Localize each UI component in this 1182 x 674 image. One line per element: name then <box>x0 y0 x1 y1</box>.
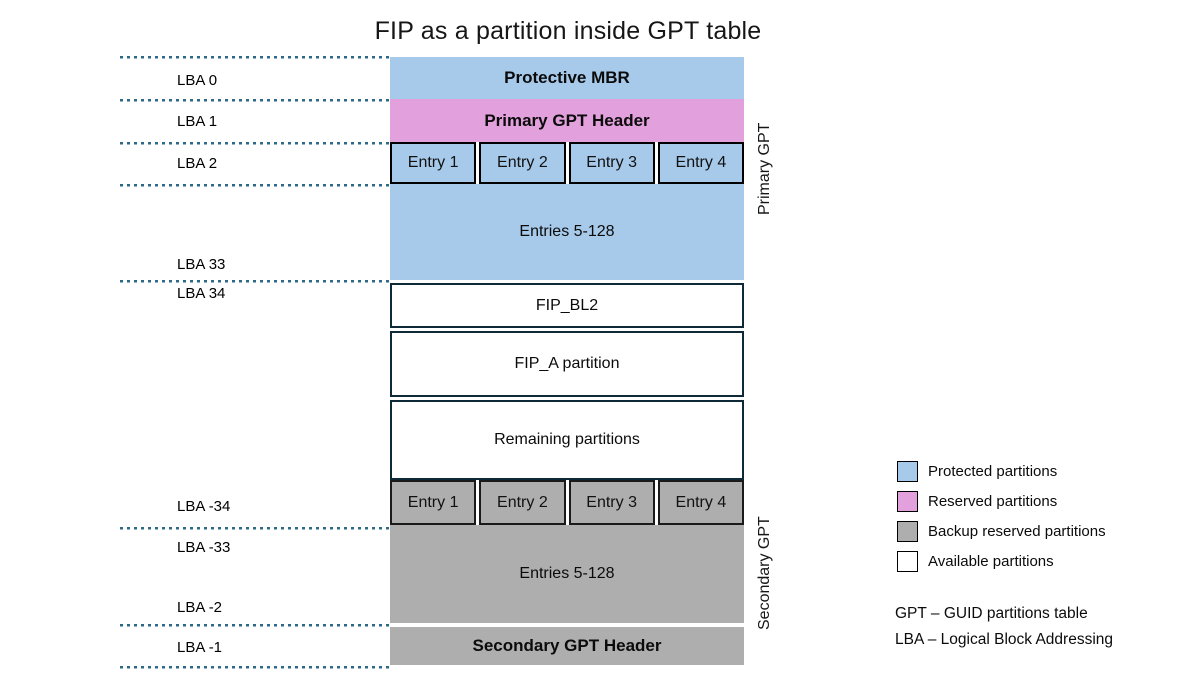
block-secondary-gpt-header: Secondary GPT Header <box>390 627 744 665</box>
block-secondary-entries-5-128: Entries 5-128 <box>390 525 744 623</box>
block-primary-entries-5-128: Entries 5-128 <box>390 184 744 280</box>
available-swatch <box>897 551 918 572</box>
legend-label-backup: Backup reserved partitions <box>928 523 1106 540</box>
legend-item-backup: Backup reserved partitions <box>897 521 1106 542</box>
legend-label-available: Available partitions <box>928 553 1054 570</box>
lba-label-34: LBA 34 <box>177 285 226 302</box>
legend-item-reserved: Reserved partitions <box>897 491 1106 512</box>
dotted-line-lba2-bottom <box>120 184 390 187</box>
primary-entry-3: Entry 3 <box>568 142 655 184</box>
diagram-title: FIP as a partition inside GPT table <box>374 17 762 45</box>
dotted-line-lba2-top <box>120 142 390 145</box>
secondary-entry-1: Entry 1 <box>390 480 477 525</box>
backup-swatch <box>897 521 918 542</box>
secondary-entry-3: Entry 3 <box>568 480 655 525</box>
abbrev-gpt: GPT – GUID partitions table <box>895 605 1088 622</box>
abbrev-lba: LBA – Logical Block Addressing <box>895 631 1113 648</box>
primary-entry-row: Entry 1 Entry 2 Entry 3 Entry 4 <box>390 142 744 184</box>
secondary-entry-4: Entry 4 <box>657 480 744 525</box>
lba-label-neg34: LBA -34 <box>177 498 231 515</box>
lba-label-33: LBA 33 <box>177 256 226 273</box>
dotted-line-bottom <box>120 666 390 669</box>
lba-label-neg33: LBA -33 <box>177 539 231 556</box>
primary-entry-1: Entry 1 <box>390 142 477 184</box>
secondary-gpt-side-label: Secondary GPT <box>756 516 773 630</box>
dotted-line-lba1-top <box>120 99 390 102</box>
legend: Protected partitions Reserved partitions… <box>897 461 1106 581</box>
block-fip-a-partition: FIP_A partition <box>390 331 744 397</box>
legend-label-protected: Protected partitions <box>928 463 1058 480</box>
lba-label-1: LBA 1 <box>177 113 218 130</box>
lba-label-0: LBA 0 <box>177 72 218 89</box>
lba-label-neg2: LBA -2 <box>177 599 223 616</box>
partition-stack: Protective MBR Primary GPT Header Entry … <box>390 57 744 665</box>
lba-label-2: LBA 2 <box>177 155 218 172</box>
secondary-entry-2: Entry 2 <box>479 480 566 525</box>
lba-label-neg1: LBA -1 <box>177 639 223 656</box>
legend-item-protected: Protected partitions <box>897 461 1106 482</box>
protected-swatch <box>897 461 918 482</box>
primary-gpt-side-label: Primary GPT <box>756 122 773 216</box>
legend-label-reserved: Reserved partitions <box>928 493 1058 510</box>
block-remaining-partitions: Remaining partitions <box>390 400 744 480</box>
block-primary-gpt-header: Primary GPT Header <box>390 99 744 142</box>
reserved-swatch <box>897 491 918 512</box>
dotted-line-lba-34-bottom <box>120 527 390 530</box>
secondary-entry-row: Entry 1 Entry 2 Entry 3 Entry 4 <box>390 480 744 525</box>
dotted-line-lba33-bottom <box>120 280 390 283</box>
block-protective-mbr: Protective MBR <box>390 57 744 99</box>
dotted-line-lba-1-top <box>120 624 390 627</box>
block-fip-bl2: FIP_BL2 <box>390 283 744 328</box>
legend-item-available: Available partitions <box>897 551 1106 572</box>
primary-entry-4: Entry 4 <box>657 142 744 184</box>
abbreviations: GPT – GUID partitions table LBA – Logica… <box>895 601 1113 653</box>
primary-entry-2: Entry 2 <box>479 142 566 184</box>
dotted-line-lba0-top <box>120 56 390 59</box>
